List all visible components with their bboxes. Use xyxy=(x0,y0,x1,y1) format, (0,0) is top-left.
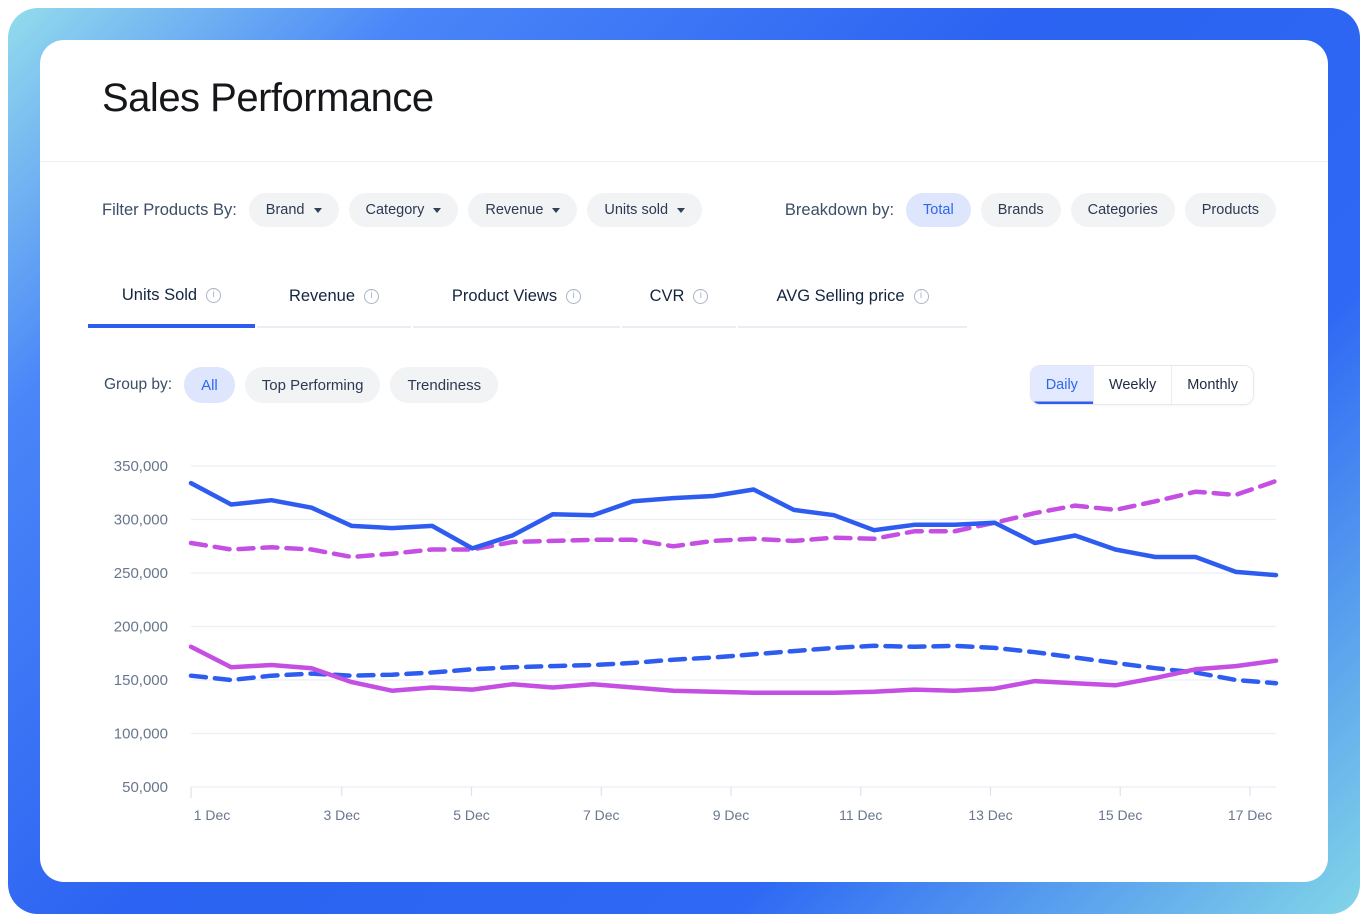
page-title: Sales Performance xyxy=(102,76,434,120)
tab-label: CVR xyxy=(649,286,685,305)
tab-label: AVG Selling price xyxy=(776,286,905,305)
tab-label: Units Sold xyxy=(121,285,198,304)
x-tick-label: 5 Dec xyxy=(453,807,490,823)
breakdown-bar: Breakdown by: Total Brands Categories Produ… xyxy=(785,193,1276,227)
tab-avg-selling-price[interactable]: AVG Selling price i xyxy=(738,266,967,328)
chevron-down-icon xyxy=(552,207,561,213)
x-tick-label: 11 Dec xyxy=(839,807,882,823)
y-tick-label: 250,000 xyxy=(114,565,168,582)
filter-chip-brand[interactable]: Brand xyxy=(248,193,339,227)
y-tick-label: 150,000 xyxy=(114,672,168,689)
group-option-trendiness[interactable]: Trendiness xyxy=(390,367,499,403)
x-tick-label: 1 Dec xyxy=(194,807,231,823)
info-icon[interactable]: i xyxy=(693,288,709,304)
line-chart-svg: 350,000 300,000 250,000 200,000 150,000 100,0… xyxy=(114,458,1279,823)
filter-products-label: Filter Products By: xyxy=(102,200,237,219)
chevron-down-icon xyxy=(677,207,686,213)
y-tick-label: 200,000 xyxy=(114,619,168,636)
info-icon[interactable]: i xyxy=(206,287,222,303)
period-toggle: Daily Weekly Monthly xyxy=(1029,365,1254,405)
breakdown-option-products[interactable]: Products xyxy=(1184,193,1276,227)
breakdown-option-total[interactable]: Total xyxy=(906,193,971,227)
filter-chip-group: Brand Category Revenue Units sold xyxy=(248,193,703,227)
metric-tabs: Units Sold i Revenue i Product Views i CVR i AVG… xyxy=(88,266,967,328)
filter-chip-category[interactable]: Category xyxy=(348,193,459,227)
group-bar: Group by: All Top Performing Trendiness Da… xyxy=(104,365,1254,405)
tab-product-views[interactable]: Product Views i xyxy=(413,266,620,328)
y-tick-label: 50,000 xyxy=(122,779,168,796)
series-line-units-sold-dashed-magenta xyxy=(188,478,1279,560)
chevron-down-icon xyxy=(313,207,322,213)
x-tick-label: 7 Dec xyxy=(583,807,620,823)
dashboard-card: Sales Performance Filter Products By: Br… xyxy=(40,40,1328,882)
x-tick-label: 3 Dec xyxy=(323,807,360,823)
y-tick-label: 300,000 xyxy=(114,512,168,529)
group-chip-group: All Top Performing Trendiness xyxy=(184,367,499,403)
filter-chip-revenue[interactable]: Revenue xyxy=(468,193,578,227)
tab-units-sold[interactable]: Units Sold i xyxy=(88,266,255,328)
sales-chart: 350,000 300,000 250,000 200,000 150,000 100,0… xyxy=(108,448,1318,838)
filter-chip-label: Category xyxy=(365,202,425,218)
series-line-units-sold-dashed-blue xyxy=(188,643,1279,686)
period-option-monthly[interactable]: Monthly xyxy=(1172,366,1253,404)
tab-label: Revenue xyxy=(288,286,356,305)
series-line-units-sold-solid-magenta xyxy=(188,644,1279,696)
filter-chip-label: Brand xyxy=(265,202,305,218)
x-tick-label: 17 Dec xyxy=(1228,807,1272,823)
window-frame: Sales Performance Filter Products By: Br… xyxy=(8,8,1360,914)
info-icon[interactable]: i xyxy=(913,288,929,304)
y-tick-label: 350,000 xyxy=(114,458,168,475)
filter-bar: Filter Products By: Brand Category Revenue… xyxy=(102,187,1276,233)
x-tick-label: 13 Dec xyxy=(968,807,1012,823)
tab-revenue[interactable]: Revenue i xyxy=(257,266,411,328)
x-tick-label: 9 Dec xyxy=(713,807,750,823)
page-header: Sales Performance xyxy=(40,40,1328,162)
breakdown-chip-group: Total Brands Categories Products xyxy=(906,193,1276,227)
tab-cvr[interactable]: CVR i xyxy=(622,266,736,328)
info-icon[interactable]: i xyxy=(566,288,582,304)
period-option-weekly[interactable]: Weekly xyxy=(1093,366,1173,404)
group-option-all[interactable]: All xyxy=(184,367,235,403)
breakdown-label: Breakdown by: xyxy=(784,200,895,219)
filter-chip-label: Revenue xyxy=(485,202,544,218)
period-option-daily[interactable]: Daily xyxy=(1030,366,1094,404)
group-option-top-performing[interactable]: Top Performing xyxy=(244,367,381,403)
series-line-units-sold-solid-blue xyxy=(188,480,1279,578)
chevron-down-icon xyxy=(433,207,442,213)
group-by-label: Group by: xyxy=(104,376,173,393)
breakdown-option-categories[interactable]: Categories xyxy=(1070,193,1175,227)
filter-chip-units-sold[interactable]: Units sold xyxy=(587,193,703,227)
filter-chip-label: Units sold xyxy=(604,202,669,218)
info-icon[interactable]: i xyxy=(364,288,380,304)
tab-label: Product Views xyxy=(451,286,558,305)
breakdown-option-brands[interactable]: Brands xyxy=(980,193,1061,227)
x-tick-label: 15 Dec xyxy=(1098,807,1142,823)
y-tick-label: 100,000 xyxy=(114,726,168,743)
